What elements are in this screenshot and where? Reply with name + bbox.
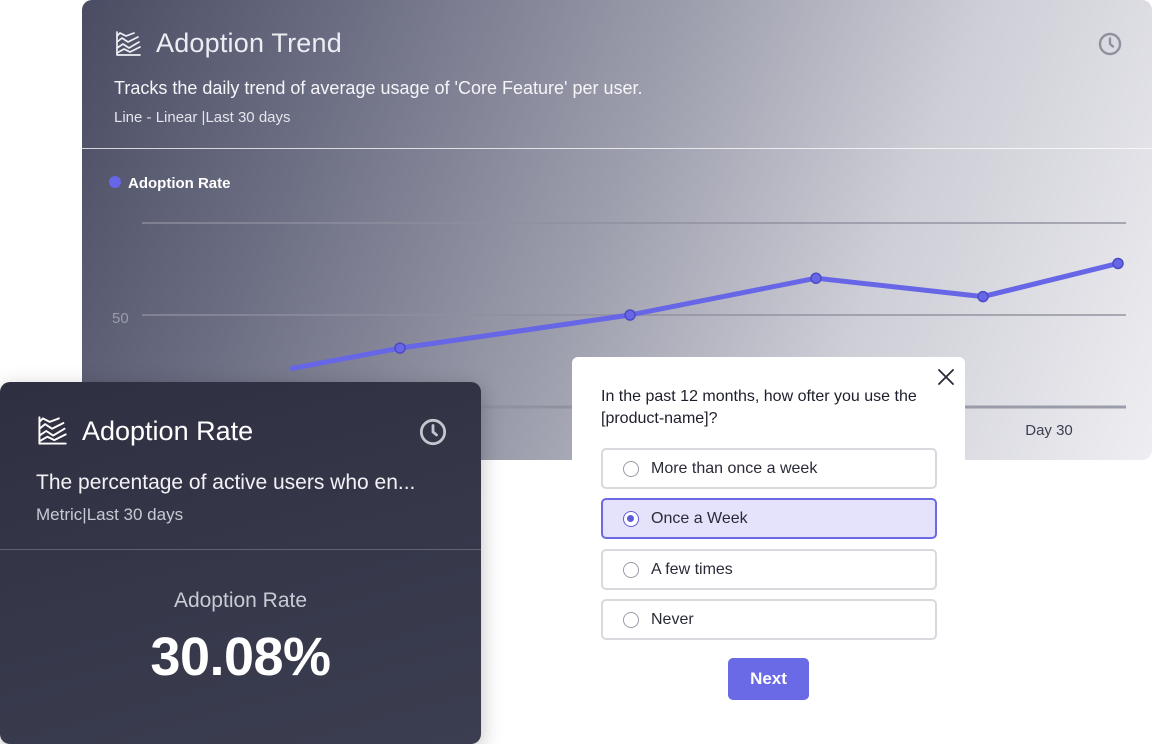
trend-card-meta: Line - Linear |Last 30 days xyxy=(114,109,291,126)
metric-title-row: Adoption Rate xyxy=(36,415,253,447)
chart-lines-icon xyxy=(116,30,141,56)
metric-card-meta: Metric|Last 30 days xyxy=(36,505,184,524)
metric-label: Adoption Rate xyxy=(173,589,308,612)
radio-button-selected[interactable] xyxy=(623,510,639,527)
metric-card-description: The percentage of active users who en... xyxy=(36,471,416,494)
metric-value: 30.08% xyxy=(150,627,331,687)
close-icon[interactable] xyxy=(935,366,957,388)
radio-button[interactable] xyxy=(623,460,639,477)
trend-card-title: Adoption Trend xyxy=(156,28,342,58)
data-point[interactable] xyxy=(810,272,822,284)
next-button[interactable]: Next xyxy=(728,658,809,700)
survey-popup: In the past 12 months, how ofter you use… xyxy=(572,357,965,744)
survey-option-never[interactable]: Never xyxy=(601,599,937,640)
clock-icon[interactable] xyxy=(1098,32,1122,56)
survey-question: In the past 12 months, how ofter you use… xyxy=(601,388,917,427)
trend-title-row: Adoption Trend xyxy=(114,28,342,59)
x-tick-label-end: Day 30 xyxy=(1025,422,1073,439)
legend-marker xyxy=(109,176,121,188)
survey-option-more-than-once-a-week[interactable]: More than once a week xyxy=(601,448,937,489)
metric-card-header: Adoption Rate The percentage of active u… xyxy=(0,382,481,550)
trend-card-description: Tracks the daily trend of average usage … xyxy=(114,78,643,98)
option-label: A few times xyxy=(651,560,733,578)
radio-button[interactable] xyxy=(623,561,639,578)
data-point[interactable] xyxy=(394,342,406,354)
option-label: Once a Week xyxy=(651,509,748,527)
adoption-rate-metric-card: Adoption Rate The percentage of active u… xyxy=(0,382,481,744)
chart-legend: Adoption Rate xyxy=(109,175,231,192)
series-line xyxy=(289,260,1121,371)
data-point[interactable] xyxy=(624,309,636,321)
trend-card-header: Adoption Trend Tracks the daily trend of… xyxy=(82,0,1152,149)
legend-label: Adoption Rate xyxy=(128,175,231,192)
survey-option-once-a-week[interactable]: Once a Week xyxy=(601,498,937,539)
y-tick-label: 50 xyxy=(112,310,129,327)
data-point[interactable] xyxy=(1112,257,1124,270)
chart-lines-icon xyxy=(38,416,67,445)
option-label: More than once a week xyxy=(651,459,818,477)
series-layer xyxy=(289,257,1124,371)
clock-icon[interactable] xyxy=(419,418,447,446)
data-point[interactable] xyxy=(977,290,989,303)
radio-button[interactable] xyxy=(623,611,639,628)
option-label: Never xyxy=(651,610,694,628)
survey-option-a-few-times[interactable]: A few times xyxy=(601,549,937,590)
metric-card-title: Adoption Rate xyxy=(82,415,254,446)
